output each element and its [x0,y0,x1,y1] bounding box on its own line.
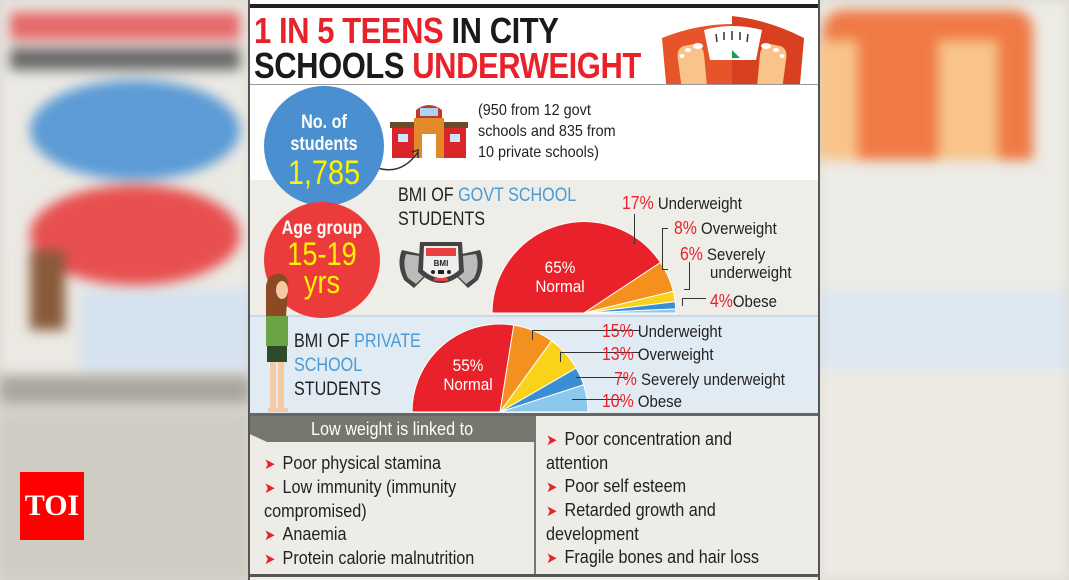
govt-legend-severely-underweight-cont: underweight [710,263,792,282]
list-item: ➤ Retarded growth and [546,500,716,520]
list-item: ➤ Fragile bones and hair loss [546,547,760,567]
arrow-bullet-icon: ➤ [546,479,558,496]
students-label-1: No. of [301,112,347,133]
leader-line [560,352,640,362]
leader-line [634,214,635,244]
toi-logo: TOI [20,472,84,540]
govt-bmi-half-pie-chart [491,221,677,314]
list-item: ➤ Anaemia [264,524,347,544]
leader-line [576,377,628,378]
leader-line [682,298,706,306]
private-legend-obese: 10% Obese [602,391,682,411]
column-divider [534,416,536,576]
govt-bmi-title: BMI OF GOVT SCHOOL STUDENTS [398,185,577,230]
leader-line [662,228,668,270]
headline-red-2: UNDERWEIGHT [412,45,641,86]
students-count-badge: No. of students 1,785 [264,86,384,206]
list-item: ➤ Low immunity (immunity [264,477,457,497]
arrow-bullet-icon: ➤ [264,480,276,497]
list-item: ➤ Poor physical stamina [264,453,442,473]
govt-legend-obese: 4%Obese [710,291,777,311]
list-item: attention [546,453,609,473]
top-rule [250,4,818,8]
blurred-background-right [818,0,1069,580]
students-label-2: students [290,134,358,155]
list-item: ➤ Poor self esteem [546,476,687,496]
headline: 1 IN 5 TEENS IN CITY SCHOOLS UNDERWEIGHT [254,10,641,86]
linked-list-left: ➤ Poor physical stamina ➤ Low immunity (im… [264,452,534,571]
arrow-bullet-icon: ➤ [546,503,558,520]
list-item: development [546,524,639,544]
leader-line [532,330,640,340]
arrow-bullet-icon: ➤ [546,432,558,449]
infographic-card: 1 IN 5 TEENS IN CITY SCHOOLS UNDERWEIGHT… [248,0,820,580]
private-legend-severely-underweight: 7% Severely underweight [614,369,785,389]
private-legend-overweight: 13% Overweight [602,344,714,364]
private-bmi-half-pie-chart [411,323,589,413]
govt-normal-label: 65% Normal [535,258,585,296]
bmi-device-icon: BMI [399,242,483,288]
headline-red-1: 1 IN 5 TEENS [254,10,444,51]
svg-text:BMI: BMI [434,259,449,268]
age-group-unit: yrs [303,264,341,300]
age-group-label: Age group [281,218,363,239]
private-bmi-title: BMI OF PRIVATE SCHOOL STUDENTS [294,331,421,400]
private-normal-label: 55% Normal [443,356,493,394]
govt-legend-severely-underweight: 6% Severely [680,244,766,264]
headline-black-1: IN CITY [443,10,559,51]
list-item: ➤ Poor concentration and [546,429,733,449]
list-item: ➤ Protein calorie malnutrition [264,548,475,568]
linked-list-right: ➤ Poor concentration and attention ➤ Poor … [546,428,816,570]
arrow-bullet-icon: ➤ [264,551,276,568]
leader-line [572,399,622,400]
age-group-range: 15-19 [287,236,357,272]
school-building-icon [390,105,468,158]
teen-girl-illustration [266,273,289,412]
private-legend-underweight: 15% Underweight [602,321,722,341]
students-count: 1,785 [287,154,361,192]
list-item: compromised) [264,501,367,521]
leader-line [684,262,690,290]
linked-header: Low weight is linked to [250,416,534,442]
arrow-bullet-icon: ➤ [264,527,276,544]
school-breakdown-note: (950 from 12 govt schools and 835 from 1… [478,102,616,161]
arrow-bullet-icon: ➤ [264,456,276,473]
headline-black-2: SCHOOLS [254,45,413,86]
govt-legend-underweight: 17% Underweight [622,193,742,213]
govt-legend-overweight: 8% Overweight [674,218,777,238]
blurred-background-left [0,0,250,580]
bottom-rule [250,574,818,577]
arrow-bullet-icon: ➤ [546,550,558,567]
